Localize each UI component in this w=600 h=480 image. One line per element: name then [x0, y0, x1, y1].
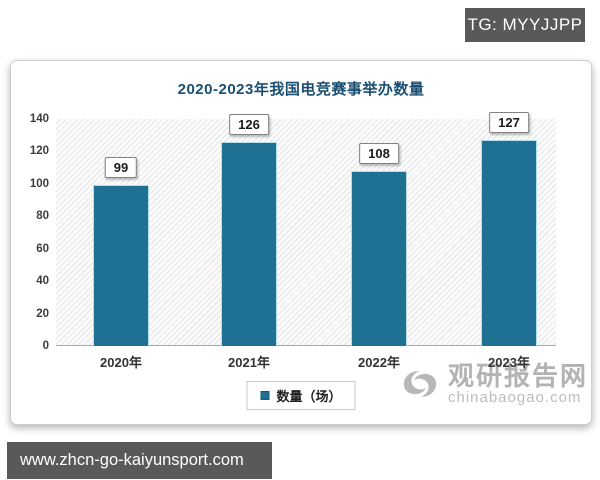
bar-2021年 [221, 141, 277, 346]
y-tick-label: 100 [29, 177, 49, 190]
value-label: 108 [359, 142, 399, 164]
telegram-badge: TG: MYYJJPP [465, 8, 585, 42]
watermark-text: 观研报告网 chinabaogao.com [448, 362, 588, 406]
x-tick-label: 2021年 [228, 355, 270, 370]
watermark-site-domain: chinabaogao.com [447, 389, 582, 406]
legend: 数量（场） [246, 381, 356, 410]
value-label: 99 [104, 157, 138, 179]
watermark: 观研报告网 chinabaogao.com [397, 362, 588, 406]
website-url-bar: www.zhcn-go-kaiyunsport.com [7, 442, 272, 479]
x-tick-label: 2022年 [358, 355, 400, 370]
y-tick-label: 0 [42, 340, 49, 352]
legend-swatch-icon [260, 391, 270, 400]
y-tick-label: 60 [36, 242, 49, 255]
value-label: 127 [489, 112, 529, 134]
y-tick-label: 120 [29, 145, 49, 158]
y-tick-label: 20 [36, 307, 49, 320]
value-label: 126 [229, 113, 269, 135]
chart-card: 2020-2023年我国电竞赛事举办数量 数量（场） 观研报告网 chinaba… [10, 60, 592, 425]
y-tick-label: 140 [29, 113, 49, 125]
bar-2022年 [351, 170, 407, 346]
chart-title: 2020-2023年我国电竞赛事举办数量 [177, 81, 425, 98]
bar-2023年 [481, 140, 537, 346]
watermark-site-name: 观研报告网 [447, 361, 588, 391]
x-tick-label: 2023年 [488, 355, 530, 370]
y-tick-label: 80 [36, 210, 49, 223]
y-tick-label: 40 [36, 275, 49, 288]
x-tick-label: 2020年 [100, 355, 142, 370]
chinabaogao-logo-icon [403, 371, 437, 397]
bar-2020年 [93, 185, 149, 346]
legend-label: 数量（场） [276, 389, 342, 404]
